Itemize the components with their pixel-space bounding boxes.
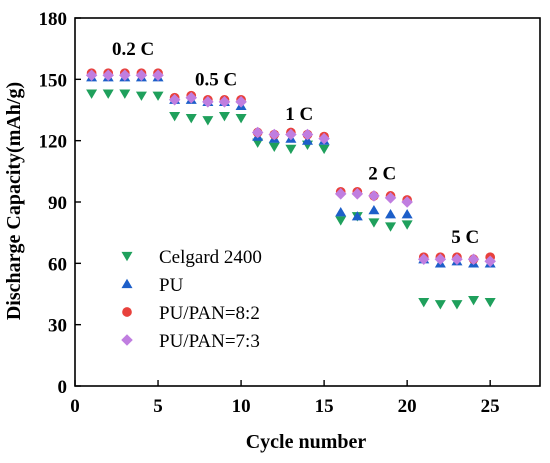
data-point [202,116,214,126]
data-point [467,253,480,266]
data-point [85,69,98,82]
x-tick-label: 0 [70,396,80,417]
data-point [368,204,380,215]
x-axis-title: Cycle number [246,431,367,453]
data-point [384,192,397,204]
legend-label: PU/PAN=8:2 [159,303,260,324]
data-point [102,89,114,99]
legend-label: PU [159,275,184,296]
data-point [385,209,397,219]
data-points [85,68,496,310]
rate-annotations: 0.2 C 0.5 C 1 C 2 C 5 C [112,39,479,248]
x-tick-label: 5 [153,396,163,417]
y-tick-label: 180 [39,9,68,30]
legend-marker [121,334,133,346]
data-point [334,188,347,200]
x-tick-label: 20 [398,396,417,417]
rate-label: 0.2 C [112,39,154,60]
series-1 [86,72,496,268]
data-point [368,218,380,228]
data-point [335,216,347,226]
y-tick-label: 30 [48,316,67,337]
legend-item: PU/PAN=8:2 [122,303,260,324]
y-tick-label: 120 [39,132,68,153]
data-point [251,126,264,139]
series-2 [86,68,496,265]
legend-marker [122,307,132,317]
data-point [318,144,330,155]
data-point [135,69,148,82]
legend-label: Celgard 2400 [159,247,262,268]
data-point [301,128,314,141]
data-point [202,96,214,108]
legend-item: PU [121,275,184,296]
x-tick-label: 15 [315,396,334,417]
data-point [385,222,397,232]
data-point [169,112,181,122]
rate-label: 1 C [285,104,313,125]
legend-item: Celgard 2400 [121,247,262,268]
x-tick-label: 25 [481,396,500,417]
data-point [468,296,480,306]
legend-item: PU/PAN=7:3 [121,331,260,352]
y-tick-label: 150 [39,70,68,91]
y-tick-label: 0 [58,377,68,398]
series-0 [86,89,496,310]
x-tick-label: 10 [232,396,251,417]
data-point [285,144,297,155]
data-point [434,253,447,266]
data-point [484,298,496,308]
data-point [185,91,198,104]
data-point [434,300,446,310]
data-point [152,69,164,82]
y-tick-label: 60 [48,254,67,275]
data-point [268,142,280,153]
data-point [401,220,413,230]
data-point [285,128,297,141]
series-3 [85,69,496,268]
data-point [86,89,98,99]
data-point [235,114,247,124]
data-point [401,196,413,208]
data-point [119,69,131,82]
data-point [168,94,181,106]
data-point [218,96,231,108]
data-point [185,114,197,124]
data-point [417,253,430,266]
data-point [102,69,114,82]
data-point [351,188,364,200]
data-point [401,209,413,219]
legend: Celgard 2400 PU PU/PAN=8:2 PU/PAN=7:3 [121,247,262,352]
rate-label: 0.5 C [195,69,237,90]
data-point [451,253,463,266]
rate-label: 5 C [451,227,479,248]
y-tick-label: 90 [48,193,67,214]
data-point [484,255,496,268]
rate-label: 2 C [368,164,396,185]
data-point [318,132,330,145]
data-point [119,89,131,99]
data-point [418,298,430,308]
data-point [368,190,380,202]
legend-label: PU/PAN=7:3 [159,331,260,352]
data-point [268,128,281,141]
legend-marker [121,278,133,289]
legend-marker [121,251,133,262]
data-point [351,211,363,221]
data-point [135,91,147,101]
data-point [218,112,230,122]
data-point [335,206,347,217]
data-point [152,91,164,101]
data-point [451,300,463,310]
data-point [235,96,247,108]
data-point [252,138,264,148]
axis-ticks: 0 5 10 15 20 25 0 30 60 90 120 150 180 [39,9,500,417]
y-axis-title: Discharge Capacity(mAh/g) [3,82,25,320]
